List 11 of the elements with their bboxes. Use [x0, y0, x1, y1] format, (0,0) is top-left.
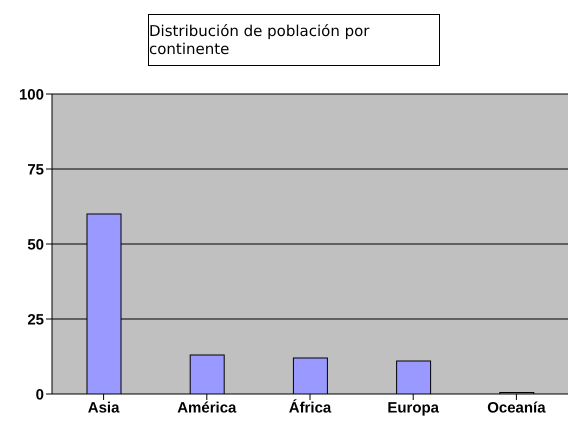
y-tick-label: 50: [27, 236, 44, 254]
x-tick-label: América: [177, 400, 238, 417]
x-tick-label: Europa: [387, 400, 440, 417]
x-tick-label: Oceanía: [487, 400, 546, 417]
y-tick-label: 75: [27, 161, 44, 178]
y-tick-label: 25: [27, 311, 44, 328]
x-tick-label: Asia: [88, 400, 120, 417]
y-tick-label: 0: [36, 386, 44, 404]
x-tick-label: África: [288, 398, 332, 417]
y-tick-label: 100: [18, 86, 44, 104]
chart-title: Distribución de población por continente: [148, 14, 440, 66]
